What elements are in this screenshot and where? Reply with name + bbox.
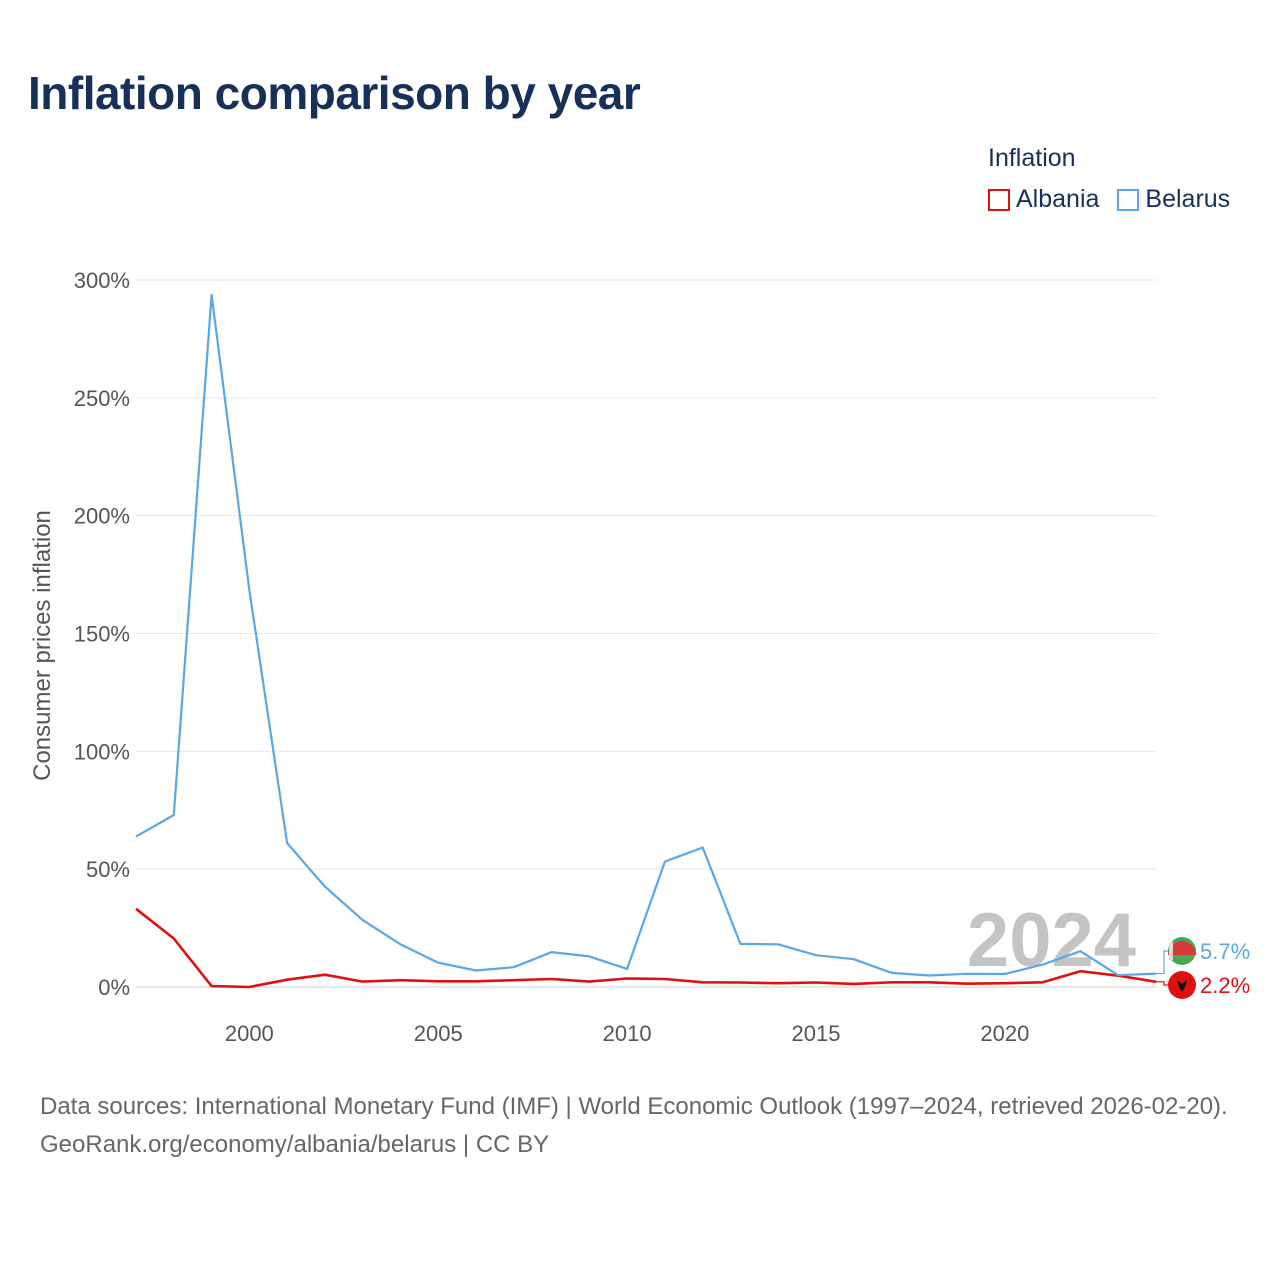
y-tick-label: 100% [74, 739, 130, 764]
x-tick-label: 2005 [414, 1021, 463, 1046]
legend: Inflation Albania Belarus [988, 144, 1230, 214]
y-tick-label: 0% [98, 975, 130, 1000]
x-tick-label: 2020 [980, 1021, 1029, 1046]
legend-label-albania: Albania [1016, 185, 1100, 213]
flag-marker-belarus [1168, 937, 1196, 965]
x-tick-label: 2000 [225, 1021, 274, 1046]
chart-title: Inflation comparison by year [28, 67, 641, 119]
end-value-label-albania: 2.2% [1200, 973, 1250, 998]
legend-swatch-belarus [1117, 188, 1140, 211]
x-tick-label: 2010 [603, 1021, 652, 1046]
y-tick-label: 150% [74, 622, 130, 647]
credit-link[interactable]: GeoRank.org/economy/albania/belarus | CC… [40, 1131, 550, 1158]
y-axis-title: Consumer prices inflation [29, 510, 56, 781]
end-connector-belarus [1156, 950, 1170, 975]
data-sources: Data sources: International Monetary Fun… [40, 1093, 1228, 1120]
series-line-belarus[interactable] [135, 293, 1157, 977]
end-connector-albania [1156, 981, 1170, 986]
x-tick-label: 2015 [792, 1021, 841, 1046]
series-line-albania[interactable] [135, 907, 1157, 989]
legend-label-belarus: Belarus [1145, 185, 1231, 213]
y-tick-label: 200% [74, 504, 130, 529]
flag-marker-albania [1168, 971, 1196, 999]
y-tick-label: 250% [74, 386, 130, 411]
legend-item-albania[interactable]: Albania [988, 185, 1099, 214]
y-tick-label: 300% [74, 268, 130, 293]
footer: Data sources: International Monetary Fun… [40, 1088, 1250, 1164]
legend-item-belarus[interactable]: Belarus [1117, 185, 1230, 214]
y-tick-label: 50% [86, 857, 130, 882]
legend-swatch-albania [988, 188, 1010, 211]
legend-title: Inflation [988, 144, 1076, 172]
end-value-label-belarus: 5.7% [1200, 939, 1250, 964]
